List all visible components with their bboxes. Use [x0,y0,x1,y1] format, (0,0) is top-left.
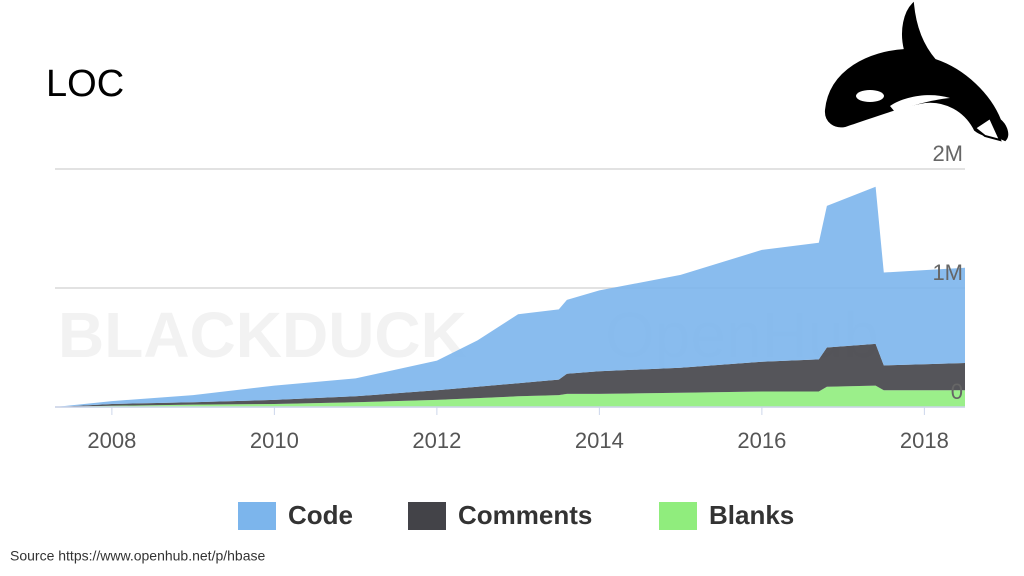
legend-label: Code [288,500,353,530]
watermark: BLACKDUCK [58,299,467,371]
x-tick-label: 2018 [900,428,949,453]
x-tick-label: 2012 [412,428,461,453]
legend-label: Comments [458,500,592,530]
area [55,186,965,407]
legend-swatch [659,502,697,530]
y-tick-label: 1M [932,260,963,285]
x-tick-label: 2008 [87,428,136,453]
y-tick-label: 2M [932,141,963,166]
area [55,343,965,407]
y-tick-label: 0 [951,379,963,404]
slide-title: LOC [46,63,124,105]
x-tick-label: 2016 [737,428,786,453]
area [55,385,965,407]
plot: BLACKDUCKOpenHub01M2M2008201020122014201… [55,141,965,453]
legend-swatch [238,502,276,530]
legend-label: Blanks [709,500,794,530]
x-tick-label: 2014 [575,428,624,453]
legend-swatch [408,502,446,530]
x-tick-label: 2010 [250,428,299,453]
orca-logo [824,1,1009,142]
source-note: Source https://www.openhub.net/p/hbase [10,548,265,564]
